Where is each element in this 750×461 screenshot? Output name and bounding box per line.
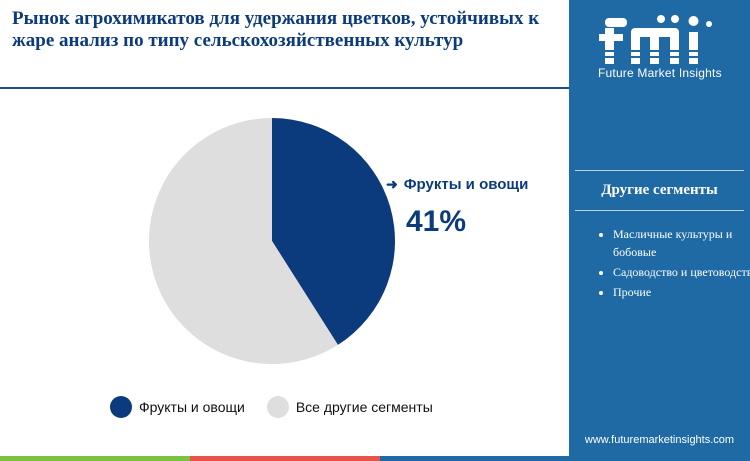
website-url: www.futuremarketinsights.com [584, 434, 735, 446]
callout-label-text: Фрукты и овощи [403, 176, 529, 193]
sidebar-divider-top [575, 170, 744, 171]
pie-slice-fruits-vegetables [272, 118, 395, 345]
title-divider [0, 87, 569, 89]
logo-text: Future Market Insights [598, 66, 722, 80]
arrow-right-icon: ➜ [386, 176, 398, 192]
legend-item-fruits-vegetables: Фрукты и овощи [110, 396, 245, 418]
bottom-color-bar [0, 456, 569, 461]
chart-title: Рынок агрохимикатов для удержания цветко… [12, 8, 540, 51]
pie-chart [148, 118, 395, 364]
list-item: Прочие [613, 283, 750, 301]
callout-label: ➜ Фрукты и овощи [386, 176, 529, 193]
legend-swatch-fruits-vegetables [110, 396, 132, 418]
sidebar-heading: Другие сегменты [601, 182, 718, 198]
sidebar-divider-bottom [575, 210, 744, 211]
legend-label-fruits-vegetables: Фрукты и овощи [139, 399, 245, 415]
list-item: Садоводство и цветоводство [613, 263, 750, 281]
fmi-logo [599, 15, 712, 64]
chart-legend: Фрукты и овощи Все другие сегменты [110, 396, 455, 418]
list-item: Масличные культуры и бобовые [613, 225, 750, 261]
legend-label-other-segments: Все другие сегменты [295, 399, 433, 415]
callout-value: 41% [406, 205, 467, 238]
legend-item-other-segments: Все другие сегменты [266, 396, 433, 418]
sidebar: Future Market Insights Другие сегменты М… [569, 0, 750, 461]
legend-swatch-other-segments [266, 396, 289, 418]
segment-list: Масличные культуры и бобовые Садоводство… [591, 225, 750, 303]
pie-slice-other-segments [148, 118, 338, 364]
